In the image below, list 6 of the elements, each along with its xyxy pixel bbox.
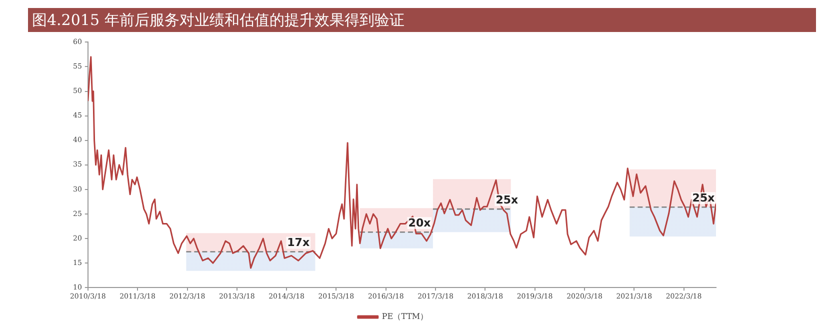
annotation: 20x xyxy=(408,216,431,230)
chart-title: 图4.2015 年前后服务对业绩和估值的提升效果得到验证 xyxy=(28,8,816,32)
annotation: 25x xyxy=(496,193,518,206)
legend-label: PE（TTM） xyxy=(382,312,428,322)
annotation: 17x xyxy=(287,236,310,250)
annotation: 25x xyxy=(692,191,715,204)
